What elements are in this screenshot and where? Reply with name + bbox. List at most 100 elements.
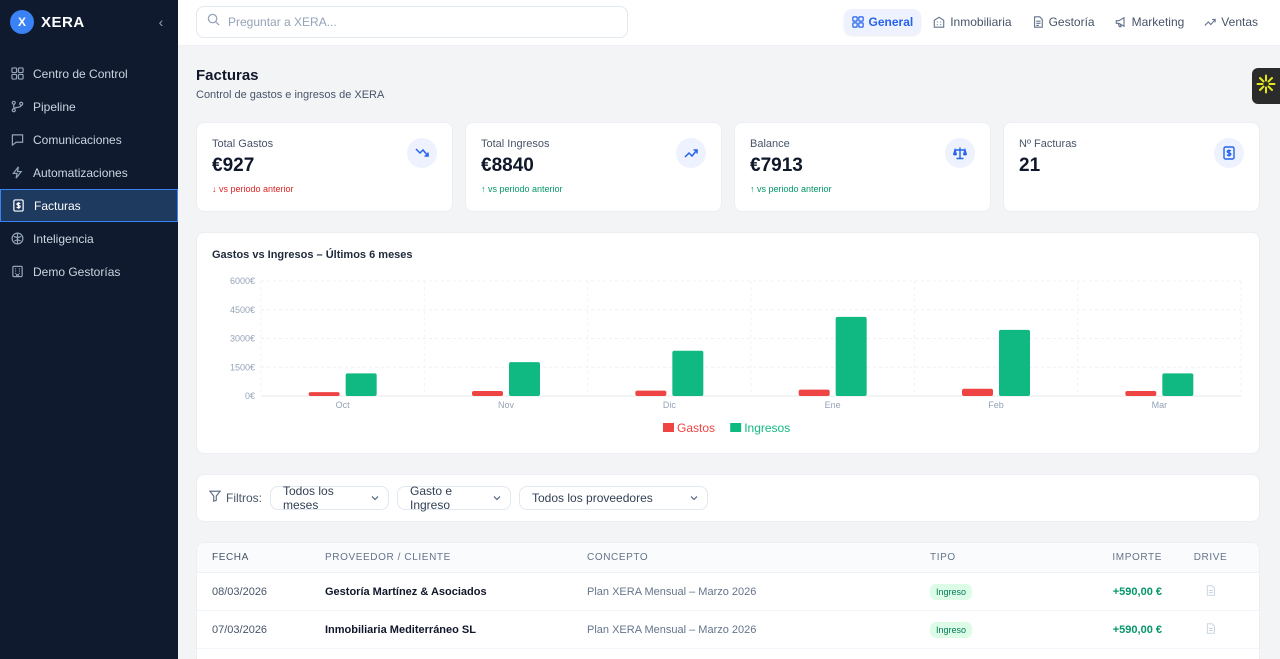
column-header-proveedor[interactable]: PROVEEDOR / CLIENTE bbox=[325, 552, 451, 563]
cell-fecha: 08/03/2026 bbox=[212, 585, 268, 598]
git-branch-icon bbox=[10, 100, 24, 114]
stat-value: €7913 bbox=[750, 155, 803, 176]
tab-marketing[interactable]: Marketing bbox=[1107, 9, 1193, 35]
tab-inmobiliaria[interactable]: Inmobiliaria bbox=[925, 9, 1019, 35]
column-header-concepto[interactable]: CONCEPTO bbox=[587, 552, 649, 563]
stat-label: Nº Facturas bbox=[1019, 138, 1077, 150]
bar-ingresos bbox=[835, 316, 867, 396]
table-row[interactable]: 07/03/2026 Inmobiliaria Mediterráneo SL … bbox=[197, 611, 1259, 649]
chart-title: Gastos vs Ingresos – Últimos 6 meses bbox=[212, 249, 413, 261]
cell-proveedor: Inmobiliaria Mediterráneo SL bbox=[325, 623, 476, 636]
chevron-down-icon bbox=[689, 493, 699, 503]
sidebar-item-demo-gestorias[interactable]: Demo Gestorías bbox=[0, 255, 178, 288]
tab-ventas[interactable]: Ventas bbox=[1196, 9, 1266, 35]
search-input[interactable] bbox=[228, 15, 608, 29]
sidebar-item-comunicaciones[interactable]: Comunicaciones bbox=[0, 123, 178, 156]
cell-fecha: 07/03/2026 bbox=[212, 623, 268, 636]
x-tick-label: Mar bbox=[1152, 400, 1168, 410]
legend-label: Gastos bbox=[677, 421, 715, 435]
chevron-down-icon bbox=[492, 493, 502, 503]
lightning-icon bbox=[10, 166, 24, 180]
brand-logo: X bbox=[10, 10, 34, 34]
filters-label: Filtros: bbox=[226, 491, 262, 505]
sidebar-item-automatizaciones[interactable]: Automatizaciones bbox=[0, 156, 178, 189]
tab-label: Inmobiliaria bbox=[950, 15, 1012, 29]
x-tick-label: Ene bbox=[825, 400, 841, 410]
provider-filter-select[interactable]: Todos los proveedores bbox=[519, 486, 708, 510]
cell-importe: +590,00 € bbox=[1112, 623, 1162, 636]
sidebar-item-label: Automatizaciones bbox=[33, 165, 128, 180]
column-header-drive[interactable]: DRIVE bbox=[1193, 552, 1228, 563]
sidebar-item-facturas[interactable]: Facturas bbox=[0, 189, 178, 222]
stat-label: Total Gastos bbox=[212, 138, 274, 150]
x-tick-label: Nov bbox=[498, 400, 515, 410]
tab-label: Gestoría bbox=[1048, 15, 1095, 29]
stat-label: Total Ingresos bbox=[481, 138, 550, 150]
tab-label: General bbox=[868, 15, 914, 29]
bar-gastos bbox=[962, 388, 993, 396]
select-value: Gasto e Ingreso bbox=[410, 484, 453, 512]
stat-card-total-gastos: Total Gastos €927 ↓ vs periodo anterior bbox=[196, 122, 453, 212]
y-tick-label: 0€ bbox=[245, 391, 255, 401]
drive-file-icon[interactable] bbox=[1162, 622, 1259, 637]
building-icon bbox=[933, 16, 945, 28]
bar-gastos bbox=[472, 391, 503, 396]
sidebar-item-pipeline[interactable]: Pipeline bbox=[0, 90, 178, 123]
select-value: Todos los proveedores bbox=[532, 491, 653, 505]
legend-label: Ingresos bbox=[744, 421, 790, 435]
legend-swatch bbox=[663, 423, 674, 432]
sidebar-nav: Centro de Control Pipeline Comunicacione… bbox=[0, 57, 178, 288]
tab-general[interactable]: General bbox=[843, 9, 922, 35]
tipo-badge: Ingreso bbox=[930, 583, 973, 600]
page-subtitle: Control de gastos e ingresos de XERA bbox=[196, 89, 385, 101]
document-icon bbox=[1032, 16, 1044, 28]
sidebar-item-inteligencia[interactable]: Inteligencia bbox=[0, 222, 178, 255]
trending-up-icon bbox=[676, 138, 706, 168]
month-filter-select[interactable]: Todos los meses bbox=[270, 484, 389, 512]
sidebar: X XERA ‹ Centro de Control Pipeline Comu… bbox=[0, 0, 178, 659]
drive-file-icon[interactable] bbox=[1162, 584, 1259, 599]
tab-label: Ventas bbox=[1221, 15, 1258, 29]
assistant-sparkle-button[interactable] bbox=[1252, 68, 1280, 104]
stat-trend: ↑ vs periodo anterior bbox=[750, 184, 832, 194]
invoices-table: FECHA PROVEEDOR / CLIENTE CONCEPTO TIPO … bbox=[196, 542, 1260, 659]
message-icon bbox=[10, 133, 24, 147]
sidebar-item-label: Comunicaciones bbox=[33, 132, 122, 147]
collapse-sidebar-button[interactable]: ‹ bbox=[158, 14, 164, 30]
bar-ingresos bbox=[345, 373, 377, 396]
sidebar-item-centro-de-control[interactable]: Centro de Control bbox=[0, 57, 178, 90]
sidebar-item-label: Facturas bbox=[34, 198, 81, 213]
brand-name: XERA bbox=[41, 13, 85, 31]
table-header: FECHA PROVEEDOR / CLIENTE CONCEPTO TIPO … bbox=[197, 543, 1259, 573]
stat-label: Balance bbox=[750, 138, 790, 150]
sidebar-item-label: Centro de Control bbox=[33, 66, 128, 81]
y-tick-label: 3000€ bbox=[230, 334, 255, 344]
brain-icon bbox=[10, 232, 24, 246]
column-header-tipo[interactable]: TIPO bbox=[930, 552, 956, 563]
cell-concepto: Plan XERA Mensual – Marzo 2026 bbox=[587, 623, 757, 636]
filters-bar: Filtros: Todos los meses Gasto e Ingreso… bbox=[196, 474, 1260, 522]
building-icon bbox=[10, 265, 24, 279]
bar-gastos bbox=[308, 392, 340, 396]
tab-label: Marketing bbox=[1131, 15, 1185, 29]
tab-gestoria[interactable]: Gestoría bbox=[1024, 9, 1103, 35]
column-header-importe[interactable]: IMPORTE bbox=[1112, 552, 1162, 563]
page-title: Facturas bbox=[196, 67, 259, 84]
search-icon bbox=[207, 13, 220, 31]
search-box[interactable] bbox=[196, 6, 628, 38]
stat-value: €8840 bbox=[481, 155, 534, 176]
scale-icon bbox=[945, 138, 975, 168]
stat-card-num-facturas: Nº Facturas 21 bbox=[1003, 122, 1260, 212]
brand: X XERA ‹ bbox=[0, 0, 178, 44]
column-header-fecha[interactable]: FECHA bbox=[212, 552, 249, 563]
bar-gastos bbox=[1125, 391, 1157, 396]
cell-concepto: Plan XERA Mensual – Marzo 2026 bbox=[587, 585, 757, 598]
sidebar-item-label: Demo Gestorías bbox=[33, 264, 121, 279]
topbar: General Inmobiliaria Gestoría Marketing … bbox=[178, 0, 1280, 46]
type-filter-select[interactable]: Gasto e Ingreso bbox=[397, 484, 511, 512]
grid-icon bbox=[851, 16, 864, 28]
table-row[interactable]: 08/03/2026 Gestoría Martínez & Asociados… bbox=[197, 573, 1259, 611]
chevron-down-icon bbox=[370, 493, 380, 503]
y-tick-label: 6000€ bbox=[230, 276, 255, 286]
cell-proveedor: Gestoría Martínez & Asociados bbox=[325, 585, 487, 598]
